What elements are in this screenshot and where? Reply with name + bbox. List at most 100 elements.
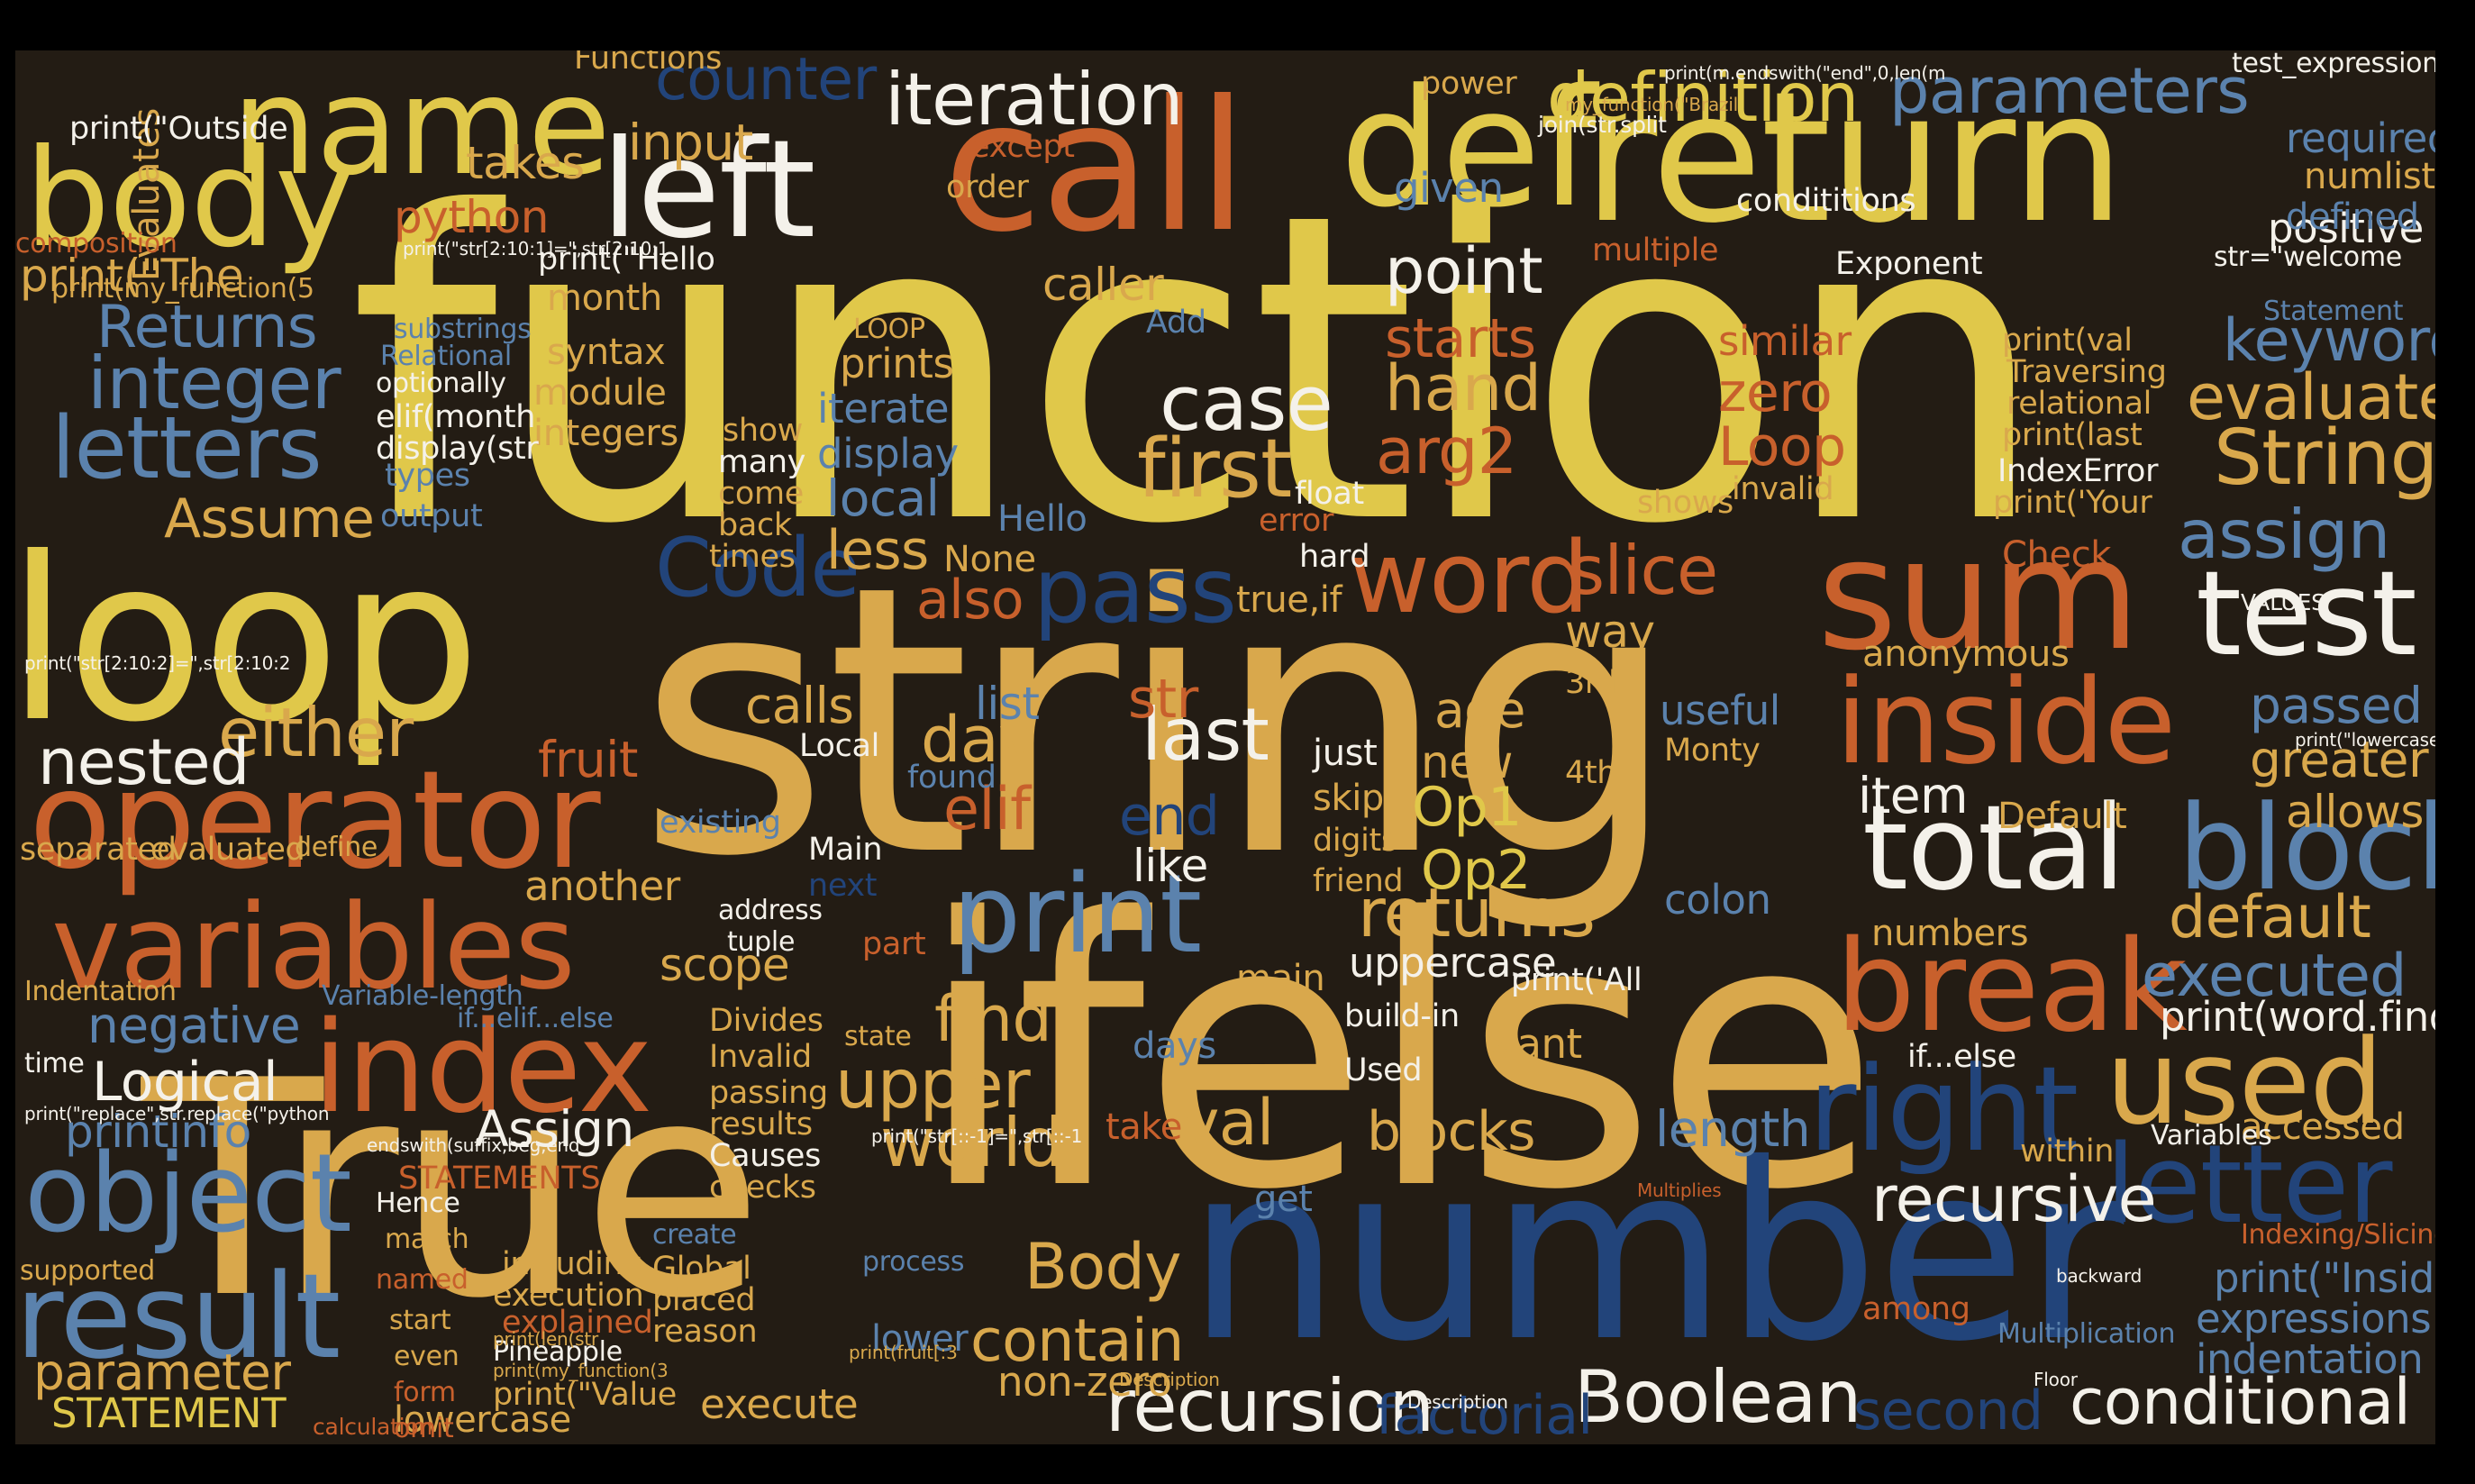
cloud-word: within [2020,1133,2115,1170]
cloud-word: IndexError [1997,453,2159,489]
cloud-word: colon [1664,876,1771,924]
cloud-word: case [1160,360,1333,449]
cloud-word: print(fruit[:3 [849,1342,958,1363]
cloud-word: slice [1570,531,1718,610]
cloud-word: hand [1385,351,1542,425]
cloud-word: used [2106,1014,2384,1151]
cloud-word: uppercase [1349,939,1557,987]
cloud-word: even [394,1341,460,1372]
cloud-word: ifelse [916,840,1880,1270]
cloud-word: output [380,498,483,534]
cloud-word: pass [1033,538,1237,643]
cloud-word: friend [1313,863,1404,899]
cloud-word: find [934,982,1052,1056]
cloud-word: fruit [538,731,638,788]
cloud-word: print("Outside [69,111,288,147]
cloud-word: return [1583,53,2125,263]
cloud-word: invalid [1732,471,1834,507]
cloud-word: if...else [1907,1039,2016,1075]
cloud-word: word [1349,520,1589,635]
cloud-word: call [943,62,1248,272]
cloud-word: syntax [547,332,666,373]
cloud-word: power [1421,66,1517,102]
cloud-word: address [718,895,823,926]
cloud-word: print("Hello [538,241,715,278]
cloud-word: also [916,569,1024,632]
cloud-word: less [826,519,929,582]
cloud-word: error [1259,503,1333,539]
cloud-word: either [218,693,414,772]
cloud-word: default [2169,884,2371,951]
cloud-word: Floor [2034,1369,2078,1390]
cloud-word: left [601,112,815,269]
cloud-word: Description [1119,1369,1220,1390]
cloud-word: if...elif...else [457,1003,614,1034]
cloud-word: found [907,760,996,796]
cloud-word: STATEMENTS [398,1161,601,1197]
cloud-word: tuple [727,926,796,958]
cloud-word: definition [1547,58,1859,137]
cloud-word: placed [652,1282,756,1318]
cloud-word: Functions [574,50,722,77]
cloud-word: world [880,1103,1064,1182]
cloud-word: printinfo [65,1106,251,1158]
cloud-word: Logical [92,1051,278,1114]
cloud-word: lowercase [394,1399,571,1441]
cloud-word: prints [840,340,954,387]
cloud-word: counter [655,50,877,114]
cloud-word: main [1236,958,1325,999]
cloud-word: anonymous [1862,633,2070,675]
cloud-word: Used [1344,1052,1423,1088]
cloud-word: including [502,1246,643,1282]
cloud-word: letters [51,399,323,498]
cloud-word: named [376,1264,469,1296]
cloud-word: multiple [1592,232,1719,269]
cloud-word: evaluates [2187,360,2435,434]
cloud-word: substrings [394,314,532,345]
cloud-word: executed [2142,942,2407,1010]
cloud-word: test [2196,545,2417,682]
cloud-word: calls [745,677,854,734]
cloud-word: function [349,123,2049,616]
cloud-word: display(str [376,431,539,467]
cloud-word: evaluated [150,832,305,868]
cloud-word: str [1128,668,1198,731]
cloud-word: existing [660,805,781,841]
cloud-word: reason [652,1314,758,1350]
cloud-word: print [952,852,1202,978]
cloud-word: among [1862,1291,1970,1327]
cloud-word: negative [87,997,301,1054]
cloud-word: Assign [475,1100,634,1158]
cloud-word: Check [2002,534,2112,576]
cloud-word: backward [2056,1265,2143,1287]
cloud-word: shows [1637,485,1733,521]
cloud-word: print("str[2:10:1]=",str[2:10:1 [403,238,669,259]
cloud-word: next [808,868,878,904]
cloud-word: print("replace",str.replace("python [24,1103,330,1124]
cloud-word: second [1853,1379,2043,1443]
cloud-word: digits [1313,823,1397,859]
cloud-word: Body [1024,1230,1182,1304]
cloud-word: index [313,995,652,1142]
cloud-word: useful [1660,687,1780,734]
cloud-word: Indexing/Slicing [2241,1219,2435,1251]
cloud-word: LOOP [853,314,925,345]
cloud-word: Main [808,832,883,868]
cloud-word: Default [1997,796,2127,837]
cloud-word: supported [20,1255,155,1287]
cloud-word: Monty [1664,733,1761,769]
cloud-word: print('Your [1993,485,2152,521]
cloud-word: explained [502,1305,653,1341]
cloud-word: result [15,1248,341,1385]
cloud-word: Description [1407,1391,1508,1413]
cloud-word: process [862,1246,965,1278]
cloud-word: integers [533,413,678,454]
cloud-word: my_function("Brazil [1565,94,1739,115]
cloud-word: inside [1835,653,2176,790]
cloud-word: allows [2286,786,2424,838]
cloud-word: Causes [709,1138,821,1174]
cloud-word: body [24,121,354,278]
cloud-word: elif(month [376,399,536,435]
cloud-word: Indentation [24,976,177,1007]
cloud-word: numlist [2304,156,2435,197]
